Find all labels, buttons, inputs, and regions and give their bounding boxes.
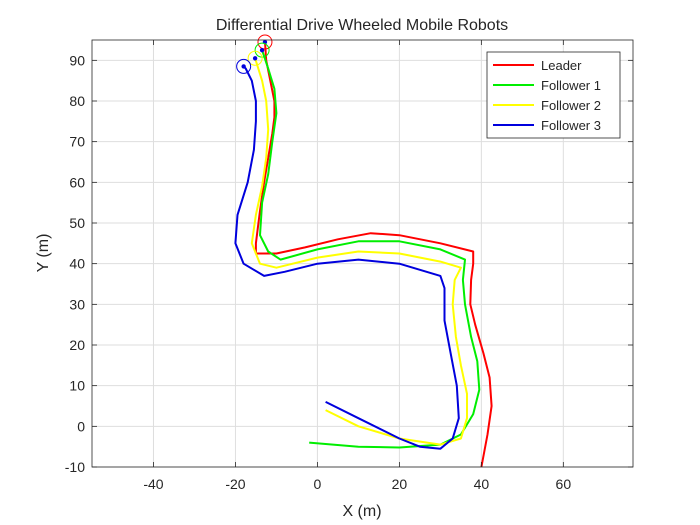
robot-body-follower-3: [236, 58, 252, 74]
y-tick-label: 10: [69, 378, 85, 394]
legend-label-leader: Leader: [541, 58, 582, 73]
legend: Leader Follower 1 Follower 2 Follower 3: [486, 51, 621, 139]
y-tick-label: 70: [69, 134, 85, 150]
x-tick-label: -40: [143, 476, 163, 492]
y-tick-label: -10: [65, 459, 85, 475]
series-layer: [234, 34, 493, 468]
x-tick-label: -20: [225, 476, 245, 492]
y-tick-label: 40: [69, 256, 85, 272]
legend-box: [486, 51, 621, 139]
y-tick-label: 20: [69, 337, 85, 353]
x-tick-label: 40: [474, 476, 490, 492]
y-tick-label: 0: [77, 418, 85, 434]
robot-body-leader: [257, 34, 273, 50]
x-tick-label: 0: [314, 476, 322, 492]
legend-label-follower-3: Follower 3: [541, 118, 601, 133]
plot-frame: [91, 39, 634, 468]
x-axis-label: X (m): [342, 503, 381, 520]
x-tick-label: 20: [392, 476, 408, 492]
legend-label-follower-1: Follower 1: [541, 78, 601, 93]
y-tick-label: 60: [69, 174, 85, 190]
y-tick-label: 30: [69, 296, 85, 312]
robot-body-follower-2: [247, 50, 263, 66]
y-tick-label: 80: [69, 93, 85, 109]
series-line-follower-2: [250, 58, 468, 446]
x-tick-label: 60: [556, 476, 572, 492]
series-line-follower-3: [234, 65, 460, 450]
legend-label-follower-2: Follower 2: [541, 98, 601, 113]
y-axis-label: Y (m): [35, 234, 52, 273]
robot-center-follower-3: [241, 64, 246, 69]
series-line-leader: [254, 41, 493, 468]
robot-center-follower-1: [259, 47, 265, 53]
y-tick-label: 90: [69, 52, 85, 68]
chart-title: Differential Drive Wheeled Mobile Robots: [216, 17, 508, 34]
grid: [92, 40, 633, 468]
ticks: -40 -20 0 20 40 60 -10 0 10 20 30 40 50 60 70 80 90: [65, 40, 633, 492]
robot-center-follower-2: [252, 56, 258, 61]
y-tick-label: 50: [69, 215, 85, 231]
